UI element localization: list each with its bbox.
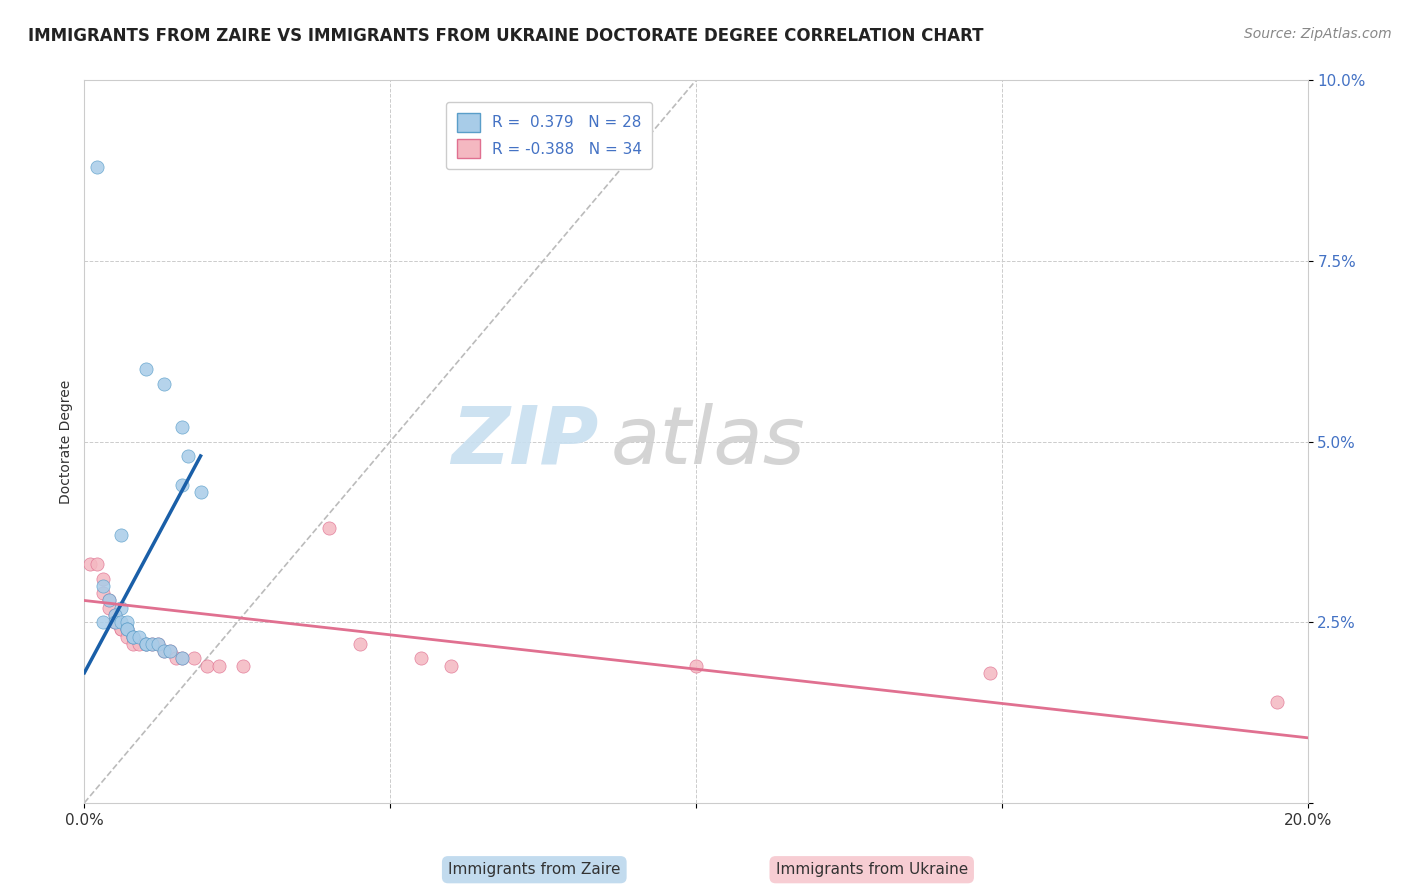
Point	[146, 637, 169, 651]
Point	[195, 658, 218, 673]
Point	[91, 586, 114, 600]
Point	[115, 623, 138, 637]
Point	[104, 615, 127, 630]
Point	[104, 615, 127, 630]
Text: IMMIGRANTS FROM ZAIRE VS IMMIGRANTS FROM UKRAINE DOCTORATE DEGREE CORRELATION CH: IMMIGRANTS FROM ZAIRE VS IMMIGRANTS FROM…	[28, 27, 984, 45]
Point	[91, 615, 114, 630]
Point	[440, 658, 463, 673]
Point	[110, 528, 132, 542]
Point	[115, 623, 138, 637]
Text: Source: ZipAtlas.com: Source: ZipAtlas.com	[1244, 27, 1392, 41]
Point	[91, 579, 114, 593]
Point	[115, 623, 138, 637]
Point	[159, 644, 181, 658]
Point	[172, 478, 194, 492]
Point	[128, 637, 150, 651]
Point	[115, 615, 138, 630]
Point	[122, 630, 145, 644]
Point	[135, 637, 157, 651]
Point	[349, 637, 371, 651]
Point	[135, 362, 157, 376]
Point	[122, 630, 145, 644]
Point	[190, 485, 212, 500]
Point	[141, 637, 163, 651]
Point	[79, 558, 101, 572]
Point	[110, 615, 132, 630]
Point	[979, 665, 1001, 680]
Point	[115, 630, 138, 644]
Point	[165, 651, 187, 665]
Point	[97, 593, 120, 607]
Text: Immigrants from Ukraine: Immigrants from Ukraine	[776, 863, 967, 877]
Point	[104, 615, 127, 630]
Point	[685, 658, 707, 673]
Point	[409, 651, 432, 665]
Point	[153, 644, 176, 658]
Point	[122, 630, 145, 644]
Point	[232, 658, 254, 673]
Point	[104, 607, 127, 622]
Point	[172, 651, 194, 665]
Point	[135, 637, 157, 651]
Point	[183, 651, 205, 665]
Point	[122, 637, 145, 651]
Point	[153, 376, 176, 391]
Point	[172, 420, 194, 434]
Point	[172, 651, 194, 665]
Point	[104, 607, 127, 622]
Point	[86, 558, 108, 572]
Y-axis label: Doctorate Degree: Doctorate Degree	[59, 379, 73, 504]
Point	[146, 637, 169, 651]
Point	[159, 644, 181, 658]
Point	[110, 623, 132, 637]
Point	[1265, 695, 1288, 709]
Text: atlas: atlas	[610, 402, 806, 481]
Text: Immigrants from Zaire: Immigrants from Zaire	[449, 863, 620, 877]
Legend: R =  0.379   N = 28, R = -0.388   N = 34: R = 0.379 N = 28, R = -0.388 N = 34	[446, 103, 652, 169]
Point	[153, 644, 176, 658]
Point	[97, 600, 120, 615]
Text: ZIP: ZIP	[451, 402, 598, 481]
Point	[97, 593, 120, 607]
Point	[110, 600, 132, 615]
Point	[208, 658, 231, 673]
Point	[110, 623, 132, 637]
Point	[128, 630, 150, 644]
Point	[91, 572, 114, 586]
Point	[318, 521, 340, 535]
Point	[177, 449, 200, 463]
Point	[135, 637, 157, 651]
Point	[86, 160, 108, 174]
Point	[141, 637, 163, 651]
